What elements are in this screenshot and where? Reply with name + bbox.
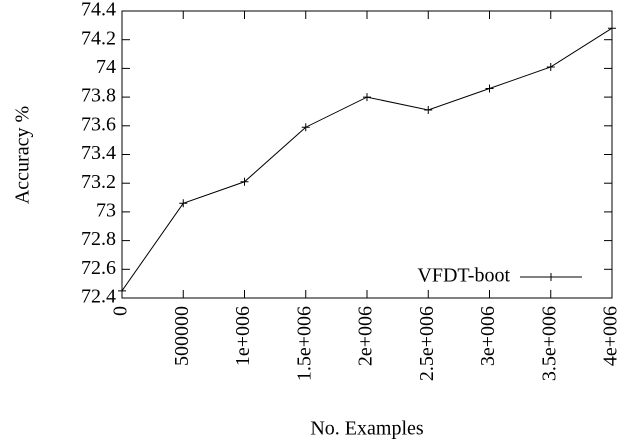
point-marker [118,286,126,295]
x-tick-label: 2.5e+006 [416,306,438,381]
point-marker [240,177,249,186]
y-tick-label: 72.8 [81,228,116,250]
series-line [121,27,613,292]
x-tick-label: 1e+006 [232,306,254,366]
x-tick-label: 3.5e+006 [538,306,560,381]
x-tick-label: 2e+006 [355,306,377,366]
y-tick-label: 72.4 [81,286,116,308]
x-axis-label: No. Examples [310,418,424,440]
y-tick-label: 73.2 [81,171,116,193]
x-tick-label: 3e+006 [477,306,499,366]
point-marker [608,24,616,33]
y-tick-label: 74.2 [81,27,116,49]
y-tick-label: 73.8 [81,85,116,107]
point-marker [546,62,555,71]
y-tick-label: 74 [96,56,116,78]
plot-frame [121,10,613,299]
x-tick-label: 4e+006 [600,306,622,366]
y-tick-label: 73 [96,199,116,221]
x-tick-label: 0 [110,306,132,316]
point-marker [424,106,433,115]
legend-label: VFDT-boot [417,265,510,287]
x-tick-label: 1.5e+006 [293,306,315,381]
point-marker [179,199,188,208]
point-marker [301,123,310,132]
legend-marker [547,273,555,281]
y-axis-label: Accuracy % [12,106,34,204]
y-tick-label: 72.6 [81,257,116,279]
x-tick-label: 500000 [171,306,193,366]
point-marker [485,84,494,93]
y-tick-label: 73.6 [81,113,116,135]
y-tick-label: 74.4 [81,0,116,21]
y-tick-label: 73.4 [81,142,116,164]
point-marker [363,93,371,102]
